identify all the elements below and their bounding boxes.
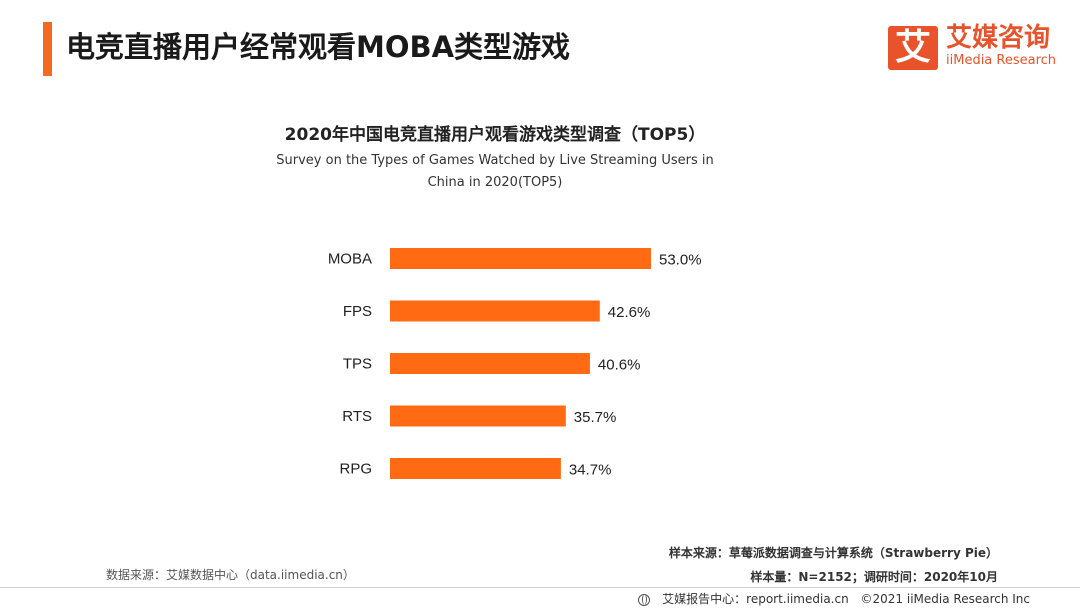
chart-subtitle: Survey on the Types of Games Watched by … [0,150,990,194]
bar-tps [390,353,590,374]
chart-title: 2020年中国电竞直播用户观看游戏类型调查（TOP5） [284,125,706,145]
sample-info-note: 样本量：N=2152；调研时间：2020年10月 [750,570,998,584]
copyright-text: ©2021 iiMedia Research Inc [860,592,1030,606]
bar-rts [390,405,566,427]
value-label-fps: 42.6% [608,304,651,321]
value-label-rpg: 34.7% [569,462,612,479]
value-label-tps: 40.6% [598,357,641,374]
category-label-fps: FPS [343,303,372,320]
data-source-note: 数据来源：艾媒数据中心（data.iimedia.cn） [106,568,355,582]
globe-icon [638,593,651,606]
footer-divider [0,587,1080,588]
category-label-tps: TPS [343,356,372,373]
category-label-rpg: RPG [339,461,372,478]
logo-name-en: iiMedia Research [946,53,1057,68]
logo-name-cn: 艾媒咨询 [946,23,1051,53]
iimedia-logo: 艾 艾媒咨询 iiMedia Research [888,24,1064,72]
bar-rpg [390,458,561,479]
chart-subtitle-line-2: China in 2020(TOP5) [427,175,563,190]
report-center-link[interactable]: 艾媒报告中心：report.iimedia.cn [662,592,849,606]
page-title: 电竞直播用户经常观看MOBA类型游戏 [66,30,571,64]
value-label-moba: 53.0% [659,252,702,269]
category-label-moba: MOBA [328,251,372,268]
bar-fps [390,300,600,322]
bar-moba [390,248,651,269]
sample-source-note: 样本来源：草莓派数据调查与计算系统（Strawberry Pie） [668,546,998,560]
footer-bar: 艾媒报告中心：report.iimedia.cn ©2021 iiMedia R… [630,590,1030,607]
title-accent-bar [43,22,52,76]
chart-subtitle-line-1: Survey on the Types of Games Watched by … [276,153,714,168]
logo-mark: 艾 [888,26,938,70]
category-label-rts: RTS [342,408,372,425]
value-label-rts: 35.7% [574,409,617,426]
